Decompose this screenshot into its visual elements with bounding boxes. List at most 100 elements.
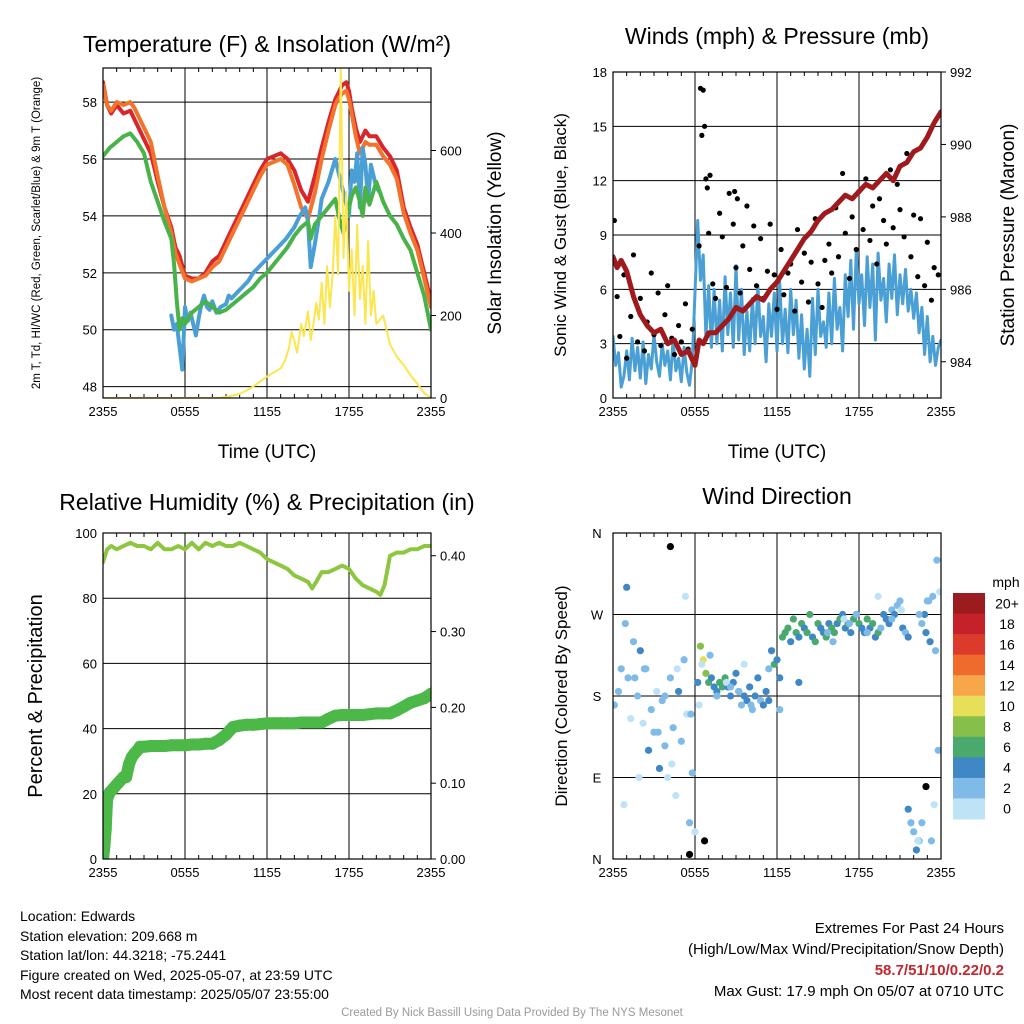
gust-point: [883, 241, 889, 247]
gust-point: [904, 150, 910, 157]
x-tick-label: 2355: [89, 865, 118, 880]
colorbar-swatch: [953, 757, 985, 779]
plot-area: [103, 540, 431, 859]
colorbar-label: 18: [999, 616, 1015, 632]
direction-point: [694, 678, 702, 687]
gust-point: [874, 261, 880, 267]
gust-point: [819, 304, 825, 311]
series-line: [103, 83, 431, 309]
y2-axis-label: Solar Insolation (Yellow): [485, 131, 506, 334]
gust-point: [630, 252, 637, 258]
gust-point: [730, 221, 736, 227]
y-axis-label: Percent & Precipitation: [25, 594, 47, 797]
extremes-title: Extremes For Past 24 Hours: [814, 920, 1004, 937]
gust-point: [781, 292, 787, 298]
gust-point: [887, 167, 894, 173]
panel-title: Wind Direction: [702, 483, 852, 509]
gust-point: [870, 203, 876, 209]
y2-tick-label: 200: [440, 309, 462, 324]
x-axis-label: Time (UTC): [728, 442, 827, 463]
direction-point: [726, 692, 735, 700]
x-tick-label: 2355: [927, 404, 956, 419]
direction-point: [735, 687, 743, 696]
gust-point: [704, 185, 710, 191]
direction-point: [907, 819, 915, 827]
y-tick-label: 0: [90, 852, 97, 867]
direction-point: [773, 656, 781, 664]
direction-point: [654, 728, 662, 736]
gust-point: [635, 339, 641, 345]
direction-point: [688, 769, 696, 777]
gust-point: [901, 234, 907, 240]
gust-point: [764, 268, 771, 274]
y-axis-label: Direction (Colored By Speed): [552, 585, 571, 806]
gust-point: [641, 348, 648, 354]
colorbar-swatch: [953, 654, 985, 676]
direction-point: [915, 610, 923, 619]
x-tick-label: 0555: [171, 865, 200, 880]
x-tick-label: 1755: [845, 404, 874, 419]
gust-point: [799, 279, 805, 285]
x-axis-label: Time (UTC): [218, 442, 317, 463]
direction-point: [767, 647, 776, 655]
direction-point: [904, 805, 912, 813]
direction-point: [904, 633, 912, 641]
direction-point: [698, 660, 706, 668]
direction-point: [759, 701, 767, 709]
direction-point: [914, 837, 922, 845]
direction-point: [706, 651, 714, 659]
y-tick-label: 40: [83, 722, 97, 737]
panel-title: Temperature (F) & Insolation (W/m²): [83, 31, 451, 57]
gust-point: [696, 243, 702, 249]
direction-point: [620, 801, 628, 809]
gust-point: [689, 326, 695, 332]
direction-point: [661, 742, 669, 750]
y-tick-label: 20: [83, 787, 97, 802]
direction-point: [776, 705, 784, 714]
colorbar-swatch: [953, 736, 985, 758]
direction-point: [695, 701, 703, 709]
gust-point: [706, 230, 712, 236]
direction-point: [754, 674, 762, 682]
gust-point: [928, 297, 935, 303]
gust-point: [726, 190, 732, 196]
gust-point: [700, 87, 706, 93]
y2-tick-label: 984: [950, 355, 972, 370]
colorbar-label: 2: [1003, 780, 1011, 796]
gust-point: [678, 339, 684, 345]
gust-point: [771, 272, 777, 278]
gust-point: [682, 301, 689, 307]
plot-frame: [612, 532, 942, 860]
y-tick-label: N: [592, 526, 601, 541]
gust-point: [894, 181, 900, 187]
plot-frame: [102, 67, 432, 399]
gust-point: [826, 241, 832, 247]
gust-point: [732, 188, 738, 195]
gust-point: [924, 239, 930, 245]
direction-point: [795, 633, 803, 641]
gust-point: [744, 203, 750, 209]
plot-frame: [102, 532, 432, 860]
y-tick-label: 54: [83, 209, 97, 224]
direction-point: [747, 701, 755, 709]
gust-point: [737, 290, 743, 296]
gust-point: [747, 266, 753, 273]
series-line: [103, 68, 431, 398]
direction-point: [707, 674, 716, 682]
gust-point: [835, 254, 842, 260]
direction-point: [863, 629, 871, 637]
x-tick-label: 2355: [599, 865, 628, 880]
series-line: [103, 540, 431, 597]
colorbar-swatch: [953, 613, 985, 635]
colorbar-swatch: [953, 593, 985, 615]
x-tick-label: 1755: [335, 865, 364, 880]
gust-point: [624, 355, 630, 361]
gust-point: [648, 270, 654, 276]
gust-point: [740, 243, 746, 249]
x-tick-label: 0555: [681, 404, 710, 419]
colorbar-label: 6: [1003, 739, 1011, 755]
gust-point: [712, 295, 719, 301]
extremes-subtitle: (High/Low/Max Wind/Precipitation/Snow De…: [688, 941, 1004, 958]
y-tick-label: S: [593, 689, 602, 704]
direction-point: [811, 638, 819, 646]
